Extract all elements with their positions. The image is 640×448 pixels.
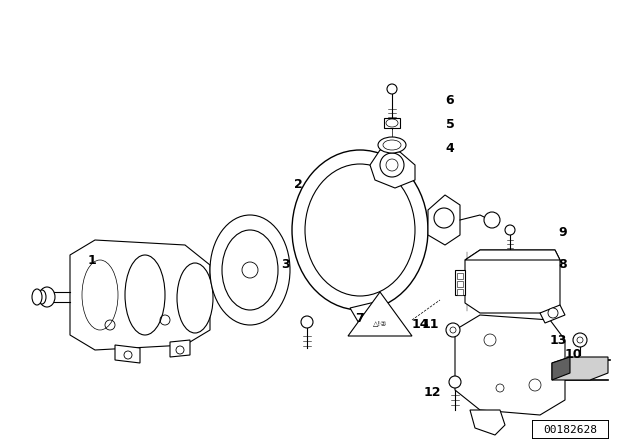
Polygon shape	[552, 357, 608, 380]
Circle shape	[573, 333, 587, 347]
Ellipse shape	[177, 263, 213, 333]
Polygon shape	[70, 240, 210, 350]
Circle shape	[505, 225, 515, 235]
Circle shape	[176, 346, 184, 354]
Text: 3: 3	[282, 258, 291, 271]
Text: △!②: △!②	[372, 320, 387, 326]
Bar	[457, 289, 463, 295]
Ellipse shape	[32, 289, 42, 305]
Ellipse shape	[386, 119, 398, 127]
Ellipse shape	[383, 140, 401, 150]
Text: 5: 5	[445, 119, 454, 132]
Circle shape	[446, 323, 460, 337]
Text: 00182628: 00182628	[543, 425, 597, 435]
Polygon shape	[370, 150, 415, 188]
Polygon shape	[470, 410, 505, 435]
Polygon shape	[428, 195, 460, 245]
Text: 8: 8	[559, 258, 567, 271]
Circle shape	[301, 316, 313, 328]
Ellipse shape	[305, 164, 415, 296]
Text: 10: 10	[564, 349, 582, 362]
Circle shape	[548, 308, 558, 318]
Polygon shape	[115, 345, 140, 363]
Text: 11: 11	[421, 319, 439, 332]
Polygon shape	[455, 315, 565, 415]
Bar	[384, 118, 400, 128]
Text: 4: 4	[445, 142, 454, 155]
Circle shape	[484, 212, 500, 228]
Text: 6: 6	[445, 94, 454, 107]
Ellipse shape	[222, 230, 278, 310]
Text: 12: 12	[423, 385, 441, 399]
Text: 13: 13	[549, 333, 566, 346]
Polygon shape	[465, 250, 560, 313]
Text: 2: 2	[294, 178, 302, 191]
Ellipse shape	[210, 215, 290, 325]
Ellipse shape	[125, 255, 165, 335]
Ellipse shape	[378, 137, 406, 153]
Text: 1: 1	[88, 254, 97, 267]
Polygon shape	[348, 292, 412, 336]
Ellipse shape	[292, 150, 428, 310]
Polygon shape	[350, 302, 380, 330]
Circle shape	[577, 337, 583, 343]
Text: 9: 9	[559, 225, 567, 238]
Bar	[457, 273, 463, 279]
Circle shape	[449, 376, 461, 388]
Polygon shape	[552, 357, 570, 380]
Ellipse shape	[39, 287, 55, 307]
Polygon shape	[455, 270, 465, 295]
Circle shape	[387, 84, 397, 94]
Ellipse shape	[38, 290, 46, 304]
Polygon shape	[170, 340, 190, 357]
Polygon shape	[465, 250, 560, 260]
Text: 14: 14	[412, 319, 429, 332]
Text: 7: 7	[356, 311, 364, 324]
Circle shape	[124, 351, 132, 359]
Bar	[457, 281, 463, 287]
Polygon shape	[540, 305, 565, 323]
Circle shape	[450, 327, 456, 333]
